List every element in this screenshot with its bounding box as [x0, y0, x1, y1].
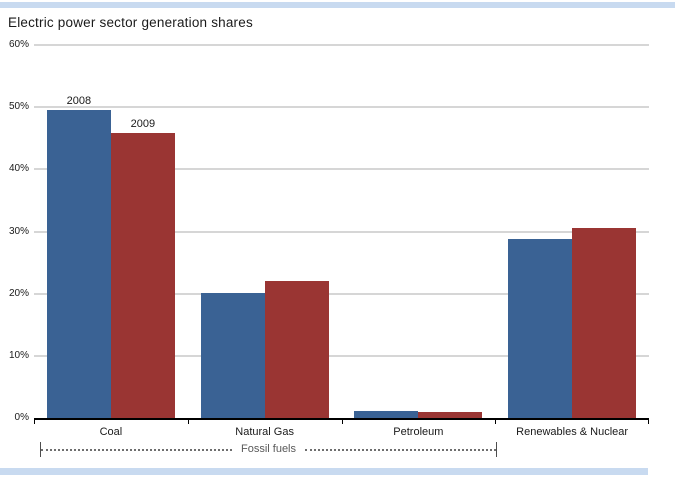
bar-2009-coal: 2009 — [110, 118, 175, 418]
category-label-renewables-nuclear: Renewables & Nuclear — [516, 426, 629, 438]
gridline-40% — [34, 168, 649, 171]
x-axis-tick — [648, 418, 649, 424]
x-axis-category-labels: Coal Natural Gas Petroleum Renewables & Nuc… — [34, 426, 649, 438]
category-label-coal: Coal — [99, 426, 123, 438]
y-axis-label-0%: 0% — [14, 412, 29, 423]
bar-2009-renewables-nuclear — [572, 227, 637, 418]
bar-2009-natural-gas — [264, 280, 329, 418]
bar-group-petroleum — [342, 45, 496, 418]
bar-group-coal: 2008 2009 — [34, 45, 188, 418]
bars-layer: 2008 2009 — [34, 45, 649, 418]
x-axis-tick — [341, 418, 343, 424]
x-axis-tick — [187, 418, 189, 424]
bracket-left-tick — [40, 442, 41, 457]
y-axis-label-20%: 20% — [8, 287, 29, 299]
bar-2008-coal: 2008 — [46, 95, 111, 418]
bar-2008-renewables-nuclear — [508, 238, 573, 418]
category-label-natural-gas: Natural Gas — [235, 426, 294, 438]
plot-area: 0% 10% 20% 30% 40% 50% 60% 2008 2009 — [9, 40, 649, 424]
y-axis-label-60%: 60% — [8, 39, 29, 50]
series-label-2008: 2008 — [66, 94, 92, 107]
y-axis-label-10%: 10% — [8, 349, 29, 361]
bar-2008-petroleum — [354, 411, 419, 418]
x-axis-tick — [34, 418, 35, 424]
y-axis-label-30%: 30% — [8, 225, 29, 237]
top-accent-strip — [0, 2, 675, 8]
gridline-10% — [34, 354, 649, 357]
fossil-fuels-bracket: Fossil fuels — [40, 442, 497, 457]
bottom-accent-strip — [0, 468, 648, 475]
gridline-50% — [34, 106, 649, 109]
chart-title: Electric power sector generation shares — [8, 15, 253, 30]
fossil-fuels-label: Fossil fuels — [240, 442, 297, 455]
y-axis-label-40%: 40% — [8, 163, 29, 175]
bracket-dotted-line-left — [41, 448, 232, 451]
bar-2008-natural-gas — [200, 293, 265, 418]
gridline-60% — [34, 44, 649, 46]
gridline-20% — [34, 292, 649, 295]
series-label-2009: 2009 — [130, 117, 156, 130]
x-axis-tick — [495, 418, 497, 424]
category-label-petroleum: Petroleum — [393, 426, 444, 438]
bar-group-natural-gas — [188, 45, 342, 418]
y-axis-label-50%: 50% — [8, 101, 29, 113]
bracket-dotted-line-right — [305, 448, 496, 451]
bar-group-renewables-nuclear — [495, 45, 649, 418]
bar-2009-petroleum — [418, 412, 483, 418]
bracket-right-tick — [496, 442, 497, 457]
gridline-30% — [34, 230, 649, 233]
